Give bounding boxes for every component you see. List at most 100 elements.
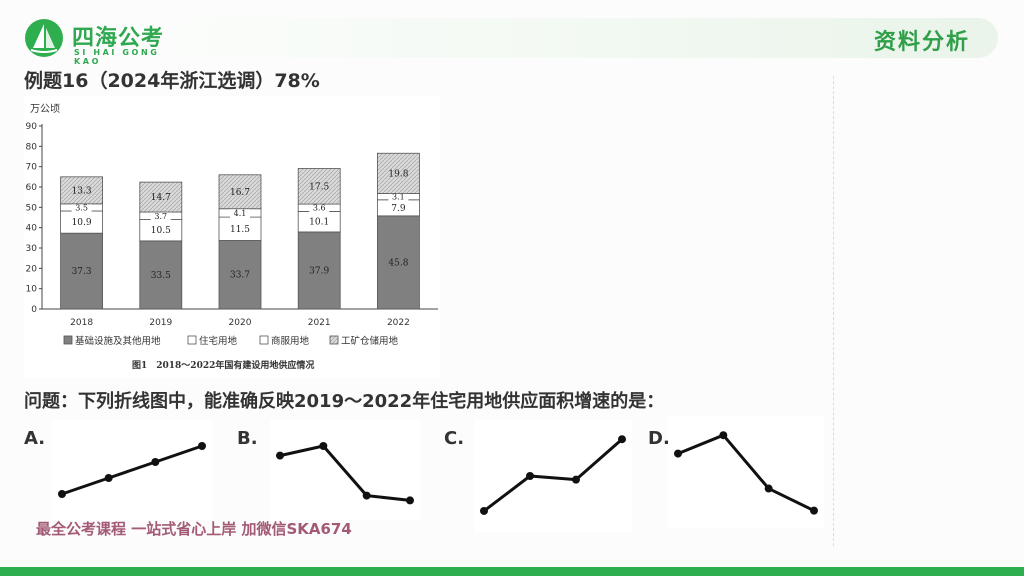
trend-point <box>764 484 773 493</box>
trend-point <box>526 472 534 480</box>
option-a-line-chart[interactable] <box>52 420 212 520</box>
data-label: 33.7 <box>230 271 250 281</box>
trend-point <box>572 475 580 484</box>
example-heading: 例题16（2024年浙江选调）78% <box>24 70 320 92</box>
trend-point <box>276 451 284 460</box>
trend-point <box>198 442 206 450</box>
trend-point <box>58 490 66 498</box>
brand-subtitle: SI HAI GONG KAO <box>74 48 160 66</box>
x-tick-label: 2019 <box>149 318 172 328</box>
x-tick-label: 2022 <box>387 318 410 328</box>
promo-watermark: 最全公考课程 一站式省心上岸 加微信SKA674 <box>36 520 352 538</box>
trend-line <box>279 444 411 502</box>
divider-line <box>833 76 834 546</box>
legend-swatch <box>329 335 339 345</box>
option-c-line-chart[interactable] <box>474 420 632 532</box>
x-tick-label: 2021 <box>308 318 331 328</box>
option-a-label[interactable]: A. <box>24 428 46 449</box>
data-label: 3.6 <box>313 204 326 213</box>
data-label: 10.1 <box>309 218 329 228</box>
data-label-bg <box>150 210 171 221</box>
bar-segment <box>218 240 262 310</box>
trend-point <box>618 435 626 444</box>
data-label: 19.8 <box>388 169 408 179</box>
trend-point <box>362 491 371 500</box>
legend-label: 商服用地 <box>271 335 310 347</box>
data-label-bg <box>309 202 330 213</box>
data-label: 17.5 <box>309 182 329 192</box>
data-label: 37.3 <box>72 267 92 277</box>
y-tick-label: 0 <box>31 305 37 315</box>
data-label: 10.9 <box>72 218 92 228</box>
data-label: 45.8 <box>388 258 408 268</box>
question-text: 问题：下列折线图中，能准确反映2019～2022年住宅用地供应面积增速的是： <box>24 391 665 412</box>
sail-logo-icon <box>25 19 63 57</box>
chart-caption: 图1 2018～2022年国有建设用地供应情况 <box>132 359 314 371</box>
y-unit-label: 万公顷 <box>30 103 60 115</box>
y-tick-label: 80 <box>26 142 38 152</box>
option-d-label[interactable]: D. <box>648 428 670 449</box>
trend-line <box>61 444 203 496</box>
trend-point <box>406 496 414 505</box>
bar-segment <box>218 174 262 210</box>
option-c-label[interactable]: C. <box>444 428 465 449</box>
trend-point <box>719 431 728 440</box>
data-label-bg <box>71 202 92 213</box>
y-tick-label: 30 <box>26 244 38 254</box>
data-label: 7.9 <box>391 204 406 214</box>
brand-name: 四海公考 <box>72 26 165 51</box>
y-tick-label: 10 <box>26 285 38 295</box>
legend-label: 住宅用地 <box>199 335 238 347</box>
trend-line <box>677 433 815 512</box>
section-title: 资料分析 <box>873 30 970 55</box>
data-label: 33.5 <box>151 271 171 281</box>
bar-segment <box>60 232 103 310</box>
data-label: 14.7 <box>151 193 171 203</box>
brand-logo: 四海公考 SI HAI GONG KAO <box>24 18 174 66</box>
bar-segment <box>376 215 420 310</box>
bar-segment <box>376 152 420 194</box>
bar-segment <box>297 231 341 310</box>
data-label: 4.1 <box>234 209 247 218</box>
data-label: 10.5 <box>151 226 171 236</box>
chart-panel: 万公顷 0 10 20 30 40 50 60 70 80 90 37.3 10.9 3.5 13.3 201… <box>24 96 440 378</box>
legend-label: 基础设施及其他用地 <box>75 335 161 347</box>
data-label: 37.9 <box>309 266 329 276</box>
data-label: 3.1 <box>392 193 405 202</box>
data-label: 13.3 <box>72 186 92 196</box>
bar-segment <box>297 168 341 205</box>
legend-swatch <box>187 335 197 345</box>
header-bar: 资料分析 <box>176 18 998 58</box>
data-label: 3.7 <box>154 212 167 221</box>
option-b-line-chart[interactable] <box>270 420 420 520</box>
y-tick-label: 60 <box>26 183 38 193</box>
trend-point <box>480 506 488 515</box>
trend-point <box>151 458 160 466</box>
data-label: 16.7 <box>230 188 250 198</box>
y-tick-label: 40 <box>26 224 38 234</box>
trend-point <box>319 442 328 450</box>
data-label-bg <box>388 191 409 202</box>
trend-point <box>810 506 818 515</box>
bar-segment <box>139 181 183 213</box>
footer-bar <box>0 567 1024 576</box>
data-label: 3.5 <box>75 203 88 212</box>
y-tick-label: 20 <box>26 264 38 274</box>
bar-segment <box>139 240 183 310</box>
y-tick-label: 90 <box>26 122 38 132</box>
legend-label: 工矿仓储用地 <box>341 335 399 347</box>
data-label-bg <box>230 207 250 218</box>
legend-swatch <box>63 335 73 345</box>
x-tick-label: 2020 <box>229 318 252 328</box>
stacked-bar-chart: 万公顷 0 10 20 30 40 50 60 70 80 90 37.3 10.9 3.5 13.3 201… <box>26 103 438 371</box>
trend-line <box>483 438 623 513</box>
option-d-line-chart[interactable] <box>668 416 824 528</box>
legend-swatch <box>259 335 269 345</box>
option-b-label[interactable]: B. <box>237 428 258 449</box>
trend-point <box>104 474 113 482</box>
trend-point <box>674 449 682 458</box>
y-tick-label: 50 <box>26 203 38 213</box>
y-tick-label: 70 <box>26 163 38 173</box>
data-label: 11.5 <box>230 225 250 235</box>
bar-segment <box>60 176 103 205</box>
